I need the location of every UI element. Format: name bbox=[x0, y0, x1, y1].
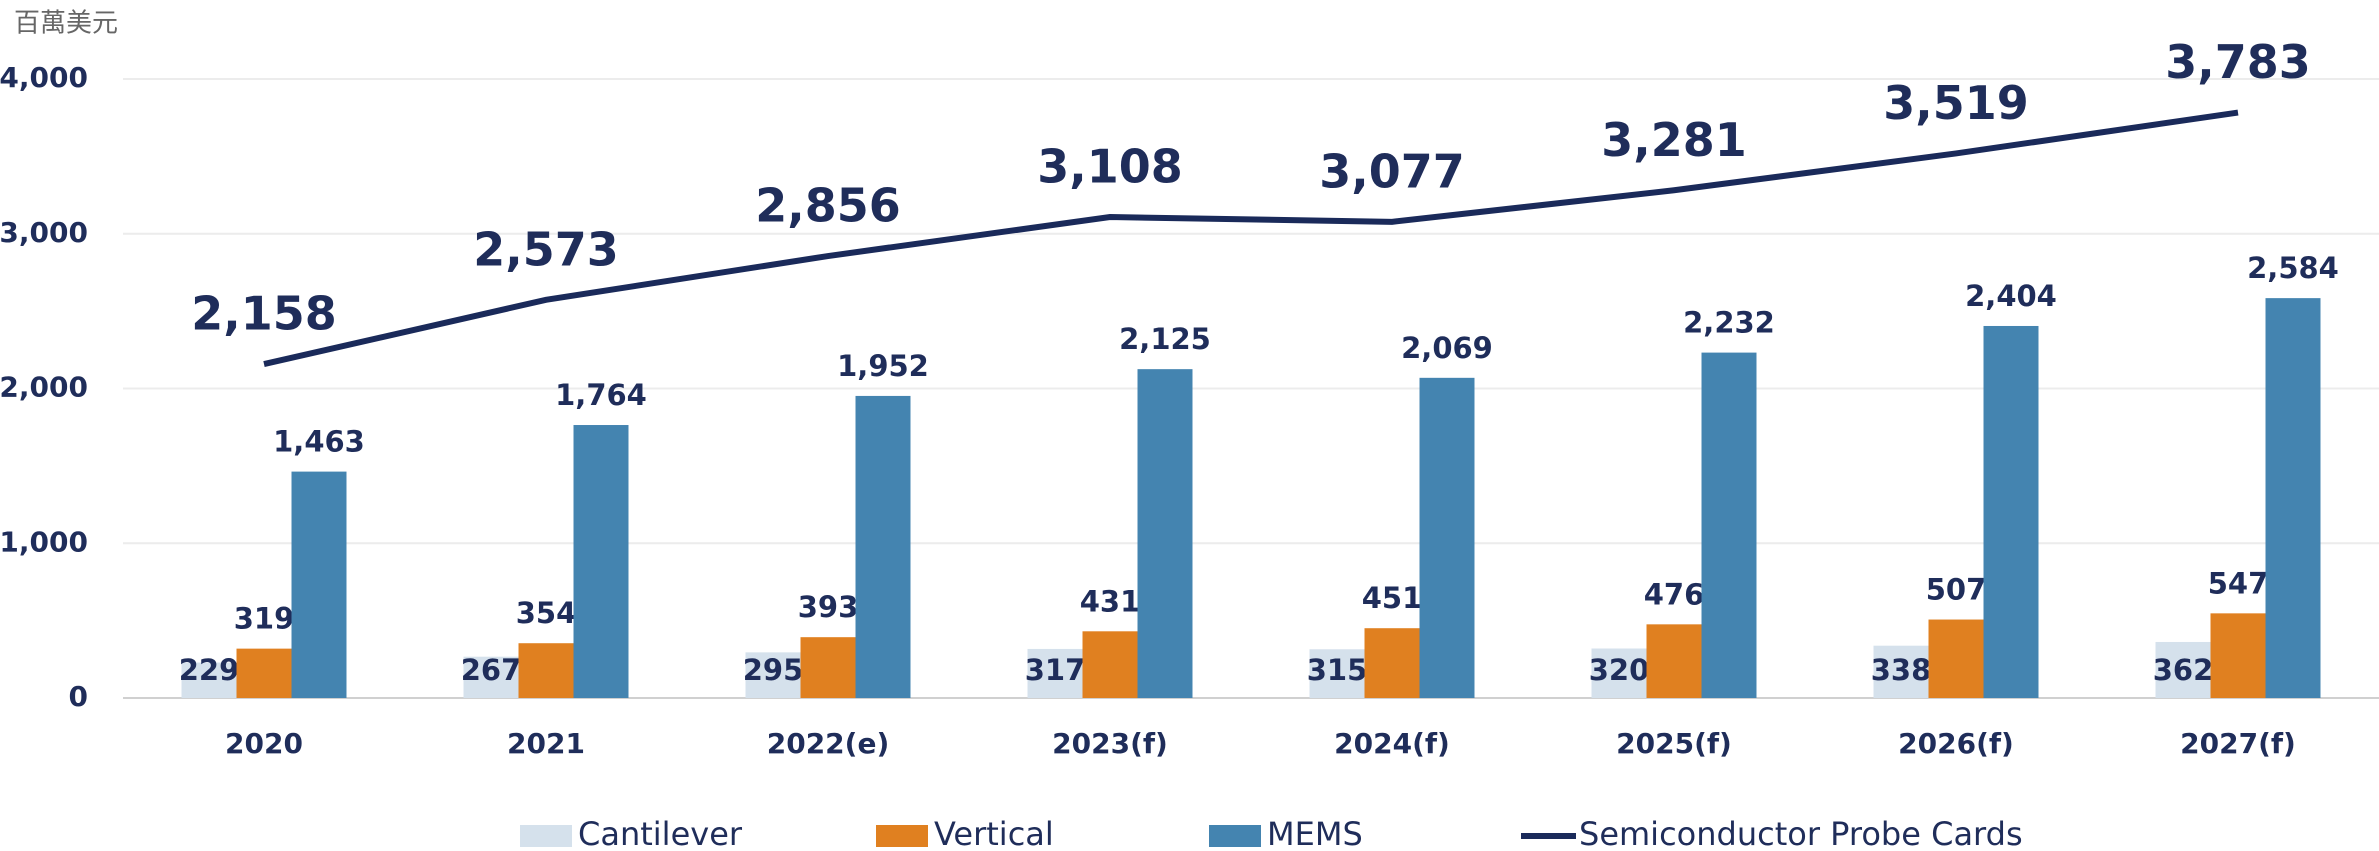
bar-value-label: 354 bbox=[516, 596, 577, 630]
bar-value-label: 507 bbox=[1926, 573, 1987, 607]
x-tick-label: 2022(e) bbox=[767, 727, 890, 760]
bar bbox=[1419, 377, 1475, 698]
bar bbox=[855, 395, 911, 698]
legend-swatch bbox=[1209, 825, 1261, 847]
bar-value-label: 451 bbox=[1362, 581, 1423, 615]
legend-label: Vertical bbox=[934, 815, 1054, 851]
bar bbox=[1364, 628, 1420, 698]
bar-value-label: 393 bbox=[798, 590, 859, 624]
bar-value-label: 362 bbox=[2153, 653, 2214, 687]
line bbox=[263, 109, 2239, 367]
x-tick-label: 2027(f) bbox=[2180, 727, 2296, 760]
line-value-label: 3,519 bbox=[1883, 76, 2029, 130]
bar bbox=[745, 652, 801, 698]
bar-value-label: 338 bbox=[1871, 653, 1932, 687]
bar bbox=[1928, 619, 1984, 698]
bar-value-label: 2,232 bbox=[1683, 306, 1775, 340]
bar-value-label: 319 bbox=[234, 602, 295, 636]
bar-value-label: 431 bbox=[1080, 584, 1141, 618]
line-value-label: 3,783 bbox=[2165, 35, 2311, 89]
bar bbox=[463, 656, 519, 698]
bar-value-label: 1,952 bbox=[837, 349, 929, 383]
bar bbox=[518, 643, 574, 698]
y-tick-label: 2,000 bbox=[0, 371, 88, 404]
bar-value-label: 2,125 bbox=[1119, 322, 1211, 356]
x-tick-label: 2023(f) bbox=[1052, 727, 1168, 760]
x-tick-label: 2026(f) bbox=[1898, 727, 2014, 760]
bar bbox=[1027, 648, 1083, 698]
bar-value-label: 2,584 bbox=[2247, 251, 2339, 285]
bar bbox=[1873, 645, 1929, 698]
line-value-label: 2,573 bbox=[473, 222, 619, 276]
bar bbox=[2265, 298, 2321, 698]
bar-value-label: 267 bbox=[461, 653, 522, 687]
bar bbox=[1983, 325, 2039, 698]
line-value-label: 3,108 bbox=[1037, 140, 1183, 194]
y-tick-label: 1,000 bbox=[0, 525, 88, 558]
bar-value-label: 295 bbox=[743, 653, 804, 687]
legend-swatch bbox=[876, 825, 928, 847]
legend-label: Semiconductor Probe Cards bbox=[1579, 815, 2023, 851]
line-value-label: 2,856 bbox=[755, 179, 901, 233]
bar bbox=[1591, 648, 1647, 698]
legend-label: Cantilever bbox=[578, 815, 743, 851]
bar bbox=[800, 637, 856, 698]
legend-swatch bbox=[520, 825, 572, 847]
x-tick-label: 2021 bbox=[507, 727, 585, 760]
y-axis-label: 百萬美元 bbox=[14, 9, 118, 39]
bar-value-label: 317 bbox=[1025, 653, 1086, 687]
bar bbox=[1646, 624, 1702, 698]
bar bbox=[236, 648, 292, 698]
line-value-label: 3,281 bbox=[1601, 113, 1747, 167]
y-tick-label: 3,000 bbox=[0, 216, 88, 249]
bar-value-label: 1,764 bbox=[555, 378, 647, 412]
y-tick-label: 4,000 bbox=[0, 61, 88, 94]
y-tick-label: 0 bbox=[69, 680, 88, 713]
bar bbox=[1701, 352, 1757, 698]
bar bbox=[1309, 649, 1365, 698]
line-value-label: 3,077 bbox=[1319, 144, 1465, 198]
bar-value-label: 315 bbox=[1307, 653, 1368, 687]
bar bbox=[1137, 369, 1193, 698]
bar bbox=[291, 471, 347, 698]
bar-value-label: 476 bbox=[1644, 577, 1705, 611]
line-value-label: 2,158 bbox=[191, 287, 337, 341]
bar bbox=[181, 662, 237, 698]
x-tick-label: 2020 bbox=[225, 727, 303, 760]
bar-value-label: 547 bbox=[2208, 566, 2269, 600]
bar bbox=[1082, 631, 1138, 698]
bar bbox=[2155, 641, 2211, 698]
bar-value-label: 2,069 bbox=[1401, 331, 1493, 365]
legend-label: MEMS bbox=[1267, 815, 1363, 851]
bar bbox=[2210, 613, 2266, 698]
x-tick-label: 2024(f) bbox=[1334, 727, 1450, 760]
x-tick-label: 2025(f) bbox=[1616, 727, 1732, 760]
bar-value-label: 2,404 bbox=[1965, 279, 2057, 313]
bar bbox=[573, 425, 629, 698]
bar-value-label: 320 bbox=[1589, 653, 1650, 687]
bar-value-label: 1,463 bbox=[273, 425, 365, 459]
bar-value-label: 229 bbox=[179, 653, 240, 687]
